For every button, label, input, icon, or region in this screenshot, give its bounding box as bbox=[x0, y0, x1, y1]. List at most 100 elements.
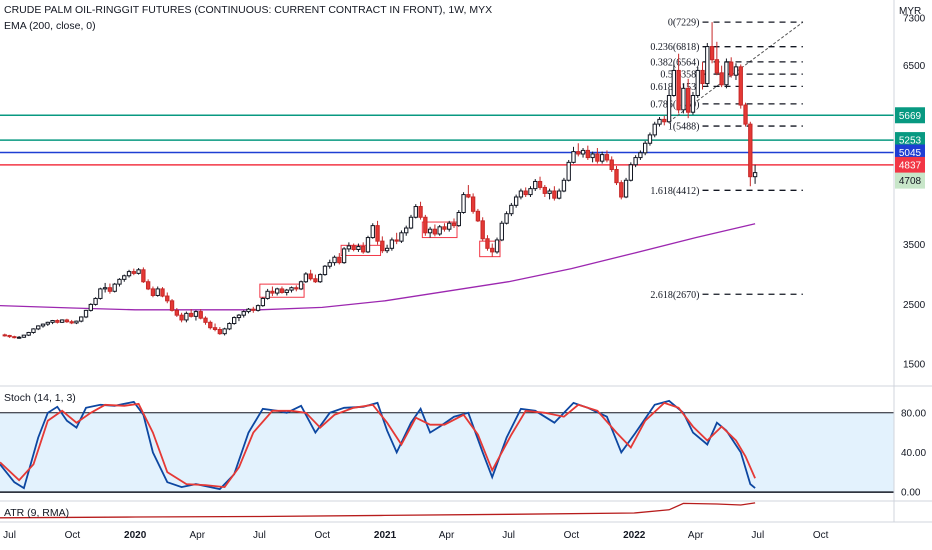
candle[interactable] bbox=[533, 179, 538, 192]
candle[interactable] bbox=[437, 225, 442, 236]
candle[interactable] bbox=[413, 204, 418, 219]
candle[interactable] bbox=[671, 64, 677, 97]
candle[interactable] bbox=[485, 235, 490, 251]
candle[interactable] bbox=[141, 267, 146, 283]
time-axis[interactable]: Jul Oct 2020 Apr Jul Oct 2021 Apr Jul Oct 2022 Apr J… bbox=[3, 530, 828, 541]
atr-legend[interactable]: ATR (9, RMA) bbox=[4, 507, 70, 519]
candle[interactable] bbox=[619, 180, 624, 200]
candle[interactable] bbox=[322, 265, 328, 276]
candle[interactable] bbox=[303, 272, 309, 283]
candle[interactable] bbox=[432, 224, 438, 237]
candle[interactable] bbox=[351, 243, 356, 252]
candle[interactable] bbox=[556, 188, 562, 200]
candle[interactable] bbox=[165, 292, 170, 304]
candle[interactable] bbox=[628, 162, 634, 182]
candle[interactable] bbox=[184, 311, 189, 323]
price-tag-5669[interactable]: 5669 bbox=[895, 107, 925, 124]
candle[interactable] bbox=[566, 159, 571, 182]
candle[interactable] bbox=[604, 150, 610, 163]
candle[interactable] bbox=[227, 322, 232, 331]
candle[interactable] bbox=[666, 89, 672, 123]
candle[interactable] bbox=[418, 201, 423, 220]
candle[interactable] bbox=[313, 274, 318, 283]
candle[interactable] bbox=[251, 306, 256, 313]
candle[interactable] bbox=[470, 193, 476, 214]
candle[interactable] bbox=[198, 309, 203, 320]
candle[interactable] bbox=[394, 232, 399, 245]
candle[interactable] bbox=[504, 211, 509, 225]
candle[interactable] bbox=[145, 279, 151, 291]
candle[interactable] bbox=[179, 312, 184, 323]
candle[interactable] bbox=[50, 319, 55, 325]
candle[interactable] bbox=[547, 188, 552, 200]
candle[interactable] bbox=[451, 218, 457, 229]
price-tag-5045[interactable]: 5045 bbox=[895, 144, 925, 161]
candle[interactable] bbox=[642, 140, 648, 156]
candle[interactable] bbox=[265, 288, 270, 300]
candle[interactable] bbox=[174, 308, 179, 317]
candle[interactable] bbox=[64, 318, 70, 323]
candle[interactable] bbox=[404, 225, 409, 236]
candle[interactable] bbox=[131, 268, 136, 276]
candle[interactable] bbox=[595, 148, 600, 164]
candle[interactable] bbox=[298, 280, 304, 291]
candle[interactable] bbox=[112, 282, 117, 293]
candle[interactable] bbox=[26, 331, 31, 337]
candle[interactable] bbox=[16, 336, 22, 339]
candle[interactable] bbox=[399, 230, 404, 243]
candle[interactable] bbox=[69, 319, 74, 325]
candle[interactable] bbox=[461, 192, 466, 214]
candle[interactable] bbox=[752, 164, 758, 184]
candle[interactable] bbox=[380, 236, 385, 254]
candle[interactable] bbox=[365, 235, 371, 254]
candle[interactable] bbox=[623, 177, 629, 199]
candle[interactable] bbox=[126, 269, 132, 278]
candle[interactable] bbox=[232, 316, 237, 325]
candle[interactable] bbox=[423, 214, 428, 236]
candle[interactable] bbox=[638, 150, 643, 160]
highlight-box-2[interactable] bbox=[421, 221, 458, 239]
candle[interactable] bbox=[193, 310, 199, 321]
candle[interactable] bbox=[107, 283, 113, 294]
candle[interactable] bbox=[341, 247, 347, 264]
candle[interactable] bbox=[361, 242, 366, 254]
candle[interactable] bbox=[466, 185, 471, 199]
candle[interactable] bbox=[389, 237, 395, 251]
candle[interactable] bbox=[275, 287, 280, 296]
candle[interactable] bbox=[714, 41, 720, 76]
candle[interactable] bbox=[499, 220, 504, 242]
candle[interactable] bbox=[2, 333, 7, 337]
candle[interactable] bbox=[74, 320, 79, 325]
candle[interactable] bbox=[356, 243, 361, 252]
candle[interactable] bbox=[102, 282, 108, 293]
candle[interactable] bbox=[236, 313, 242, 322]
candle[interactable] bbox=[150, 286, 156, 298]
candle[interactable] bbox=[490, 243, 495, 257]
candle[interactable] bbox=[681, 83, 686, 114]
candle[interactable] bbox=[456, 210, 461, 227]
candle[interactable] bbox=[447, 220, 452, 232]
candle[interactable] bbox=[738, 64, 743, 109]
price-tag-4837[interactable]: 4837 bbox=[895, 156, 925, 173]
candle[interactable] bbox=[542, 185, 547, 197]
candle[interactable] bbox=[332, 255, 337, 266]
candle[interactable] bbox=[270, 286, 275, 297]
candle[interactable] bbox=[222, 327, 227, 336]
candle[interactable] bbox=[294, 285, 299, 292]
candle[interactable] bbox=[327, 259, 332, 269]
highlight-box-0[interactable] bbox=[259, 283, 305, 298]
candle[interactable] bbox=[571, 146, 576, 164]
candle[interactable] bbox=[12, 335, 17, 339]
candle[interactable] bbox=[475, 208, 481, 223]
candle[interactable] bbox=[155, 286, 160, 297]
candle[interactable] bbox=[705, 42, 710, 86]
candle[interactable] bbox=[45, 321, 50, 326]
candle[interactable] bbox=[494, 237, 500, 254]
candle[interactable] bbox=[384, 244, 390, 254]
candle[interactable] bbox=[212, 323, 218, 332]
candle[interactable] bbox=[528, 186, 533, 197]
candle[interactable] bbox=[289, 286, 294, 293]
ema-legend[interactable]: EMA (200, close, 0) bbox=[4, 20, 96, 32]
candle[interactable] bbox=[370, 223, 375, 239]
highlight-box-3[interactable] bbox=[479, 240, 501, 258]
